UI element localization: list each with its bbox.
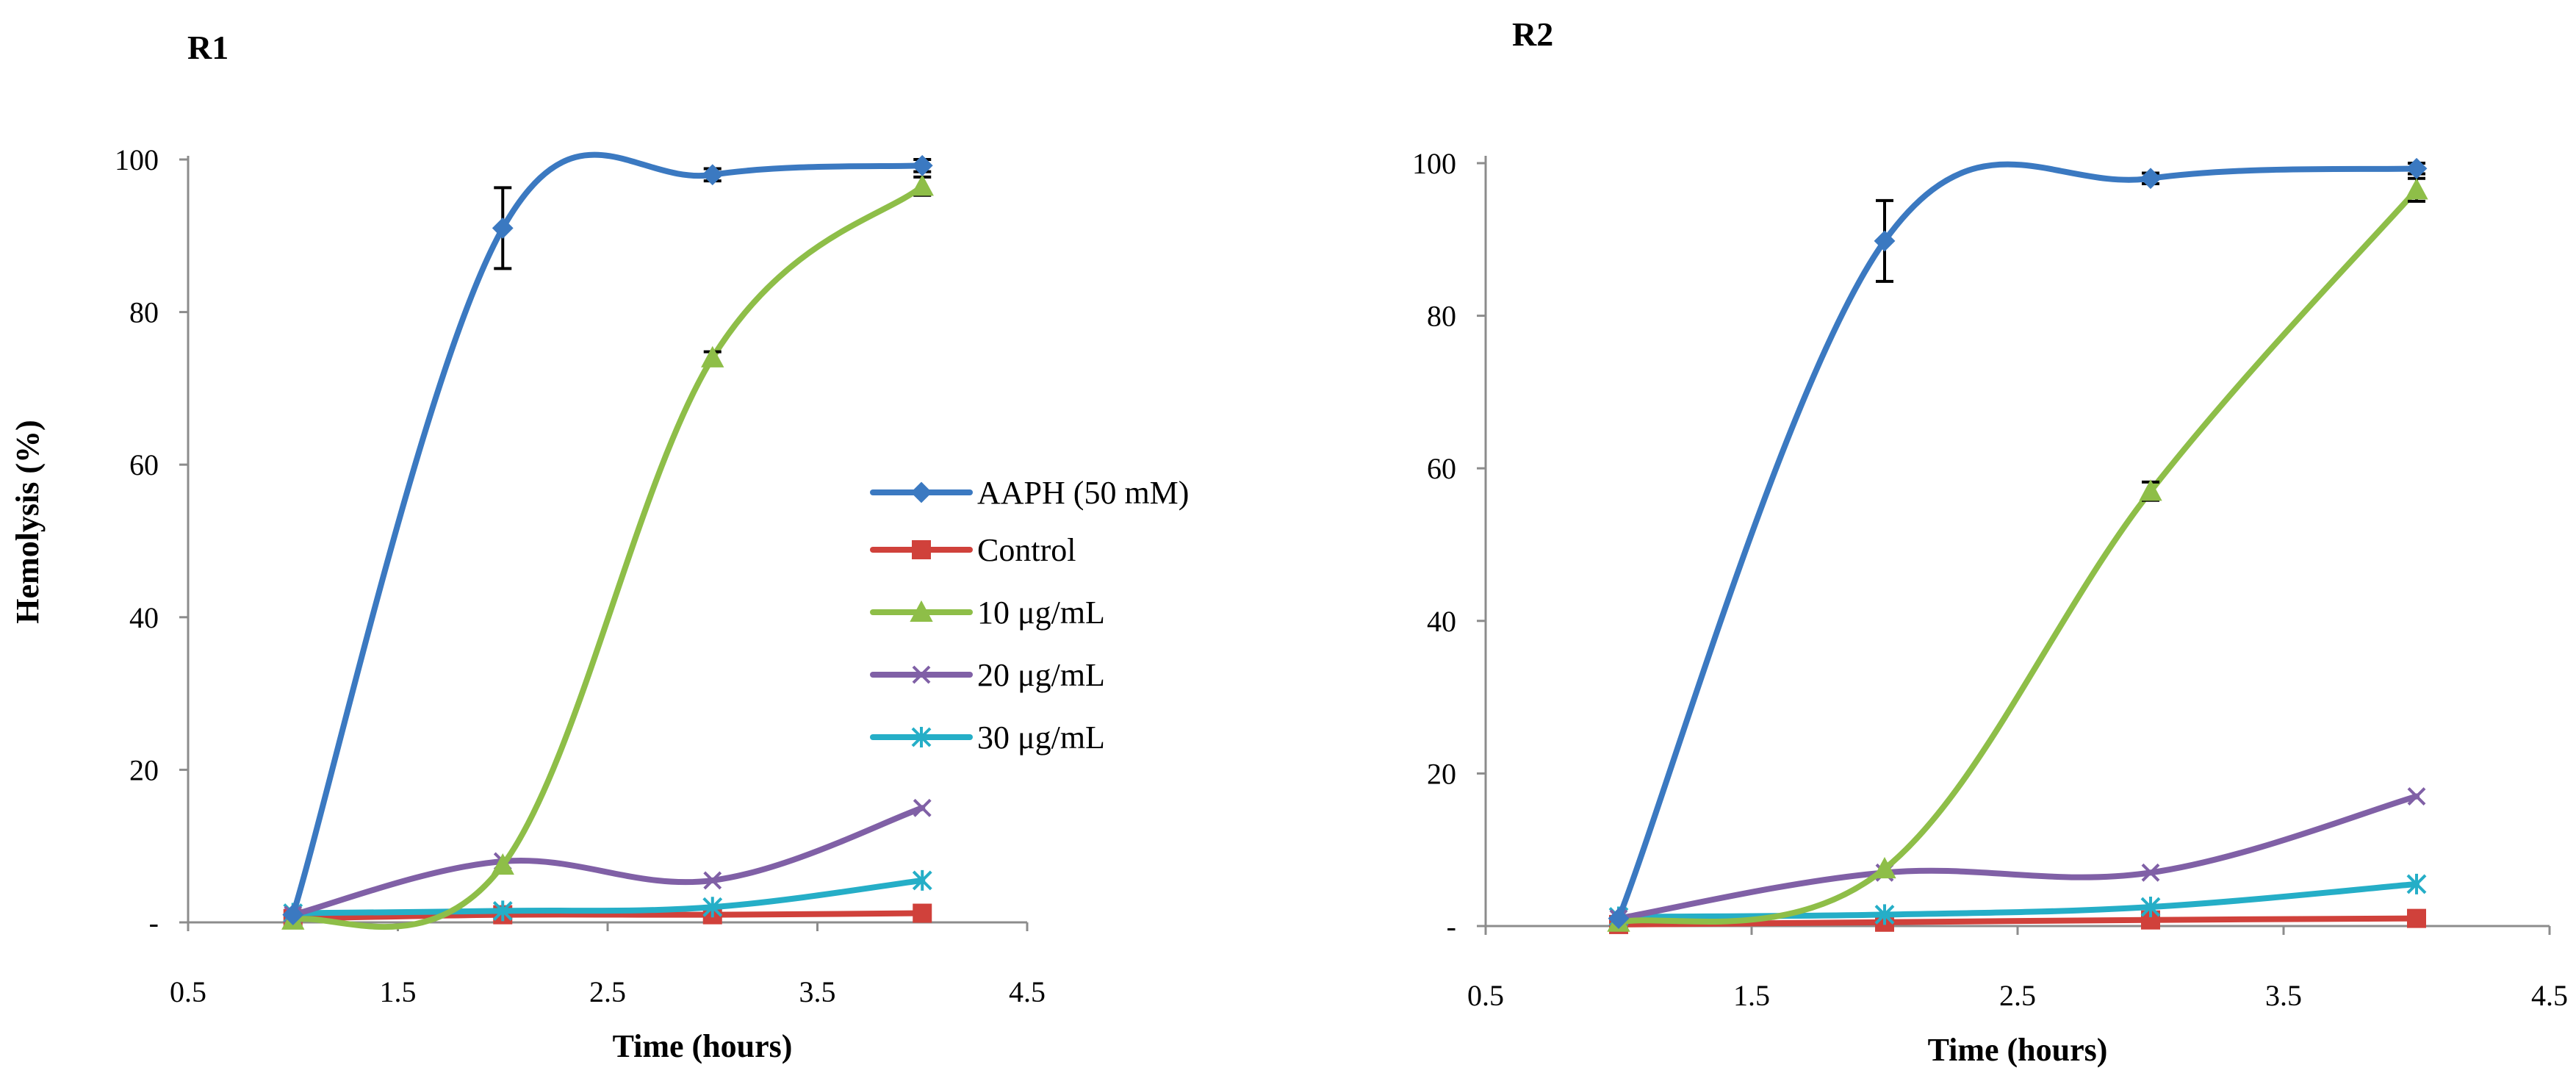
- x-axis-title: Time (hours): [1928, 1032, 2108, 1068]
- y-ticks: - 20 40 60 80 100: [115, 143, 188, 939]
- legend-item-30ug: 30 μg/mL: [870, 720, 1105, 756]
- data-point-aaph: [1608, 908, 1630, 930]
- data-point-c20: [2141, 863, 2160, 882]
- data-point-c30: [912, 869, 932, 891]
- legend-marker-control: [912, 540, 931, 559]
- series-line-aaph: [1616, 161, 2420, 922]
- legend: AAPH (50 mM) Control 10 μg/mL 20 μg/mL 3: [870, 475, 1189, 756]
- legend-item-20ug: 20 μg/mL: [870, 657, 1105, 693]
- y-tick-label: 20: [129, 753, 159, 786]
- y-tick-label: 80: [129, 296, 159, 329]
- y-ticks: - 20 40 60 80 100: [1412, 147, 1486, 943]
- series-line-c20: [289, 805, 926, 918]
- series-line-c20: [1616, 793, 2420, 922]
- y-tick-label: -: [149, 906, 159, 939]
- series-aaph: [282, 151, 933, 926]
- series-line-c30: [289, 877, 926, 916]
- x-tick-label: 0.5: [1467, 979, 1504, 1012]
- data-point-c10: [2139, 479, 2162, 501]
- y-tick-label: 60: [1427, 452, 1456, 485]
- y-tick-label: 40: [1427, 605, 1456, 638]
- data-point-c10: [1873, 857, 1896, 879]
- x-tick-label: 3.5: [799, 975, 836, 1008]
- legend-marker-shape: [912, 540, 931, 559]
- series-line-c10: [289, 183, 926, 930]
- legend-label-10ug: 10 μg/mL: [977, 595, 1105, 631]
- legend-item-control: Control: [870, 532, 1076, 568]
- data-point-aaph: [702, 164, 724, 186]
- chart-panel-r2: R2 - 20 40 60 80 100 0.5 1.5 2.5 3.5 4.5 Time (ho…: [1412, 15, 2568, 1068]
- data-point-c10: [2405, 178, 2428, 200]
- data-point-aaph: [1874, 230, 1896, 252]
- series-line-control: [289, 910, 926, 922]
- x-ticks: 0.5 1.5 2.5 3.5 4.5: [1467, 926, 2568, 1012]
- x-tick-label: 2.5: [589, 975, 626, 1008]
- legend-marker-shape: [912, 665, 931, 684]
- legend-label-control: Control: [977, 532, 1076, 568]
- y-tick-label: 100: [115, 143, 159, 176]
- legend-marker-shape: [910, 600, 933, 622]
- data-point-c20: [2407, 787, 2426, 806]
- data-point-c10: [910, 174, 934, 196]
- data-point-aaph: [282, 904, 304, 926]
- data-point-aaph: [911, 154, 933, 176]
- legend-label-20ug: 20 μg/mL: [977, 657, 1105, 693]
- data-point-c30: [1874, 904, 1895, 925]
- y-tick-label: 40: [129, 601, 159, 634]
- y-tick-label: 80: [1427, 300, 1456, 333]
- legend-item-10ug: 10 μg/mL: [870, 595, 1105, 631]
- data-point-aaph: [492, 218, 514, 239]
- legend-marker-shape: [910, 481, 932, 503]
- x-tick-label: 4.5: [2531, 979, 2568, 1012]
- y-tick-label: 100: [1412, 147, 1456, 180]
- series-layer: [1607, 157, 2428, 934]
- y-tick-label: -: [1447, 910, 1456, 943]
- series-line-aaph: [289, 151, 926, 918]
- series-line-c10: [1616, 187, 2420, 925]
- legend-label-aaph: AAPH (50 mM): [977, 475, 1189, 511]
- series-aaph: [1608, 157, 2428, 930]
- legend-label-30ug: 30 μg/mL: [977, 720, 1105, 756]
- data-point-c20: [703, 871, 722, 890]
- data-point-aaph: [2140, 168, 2162, 190]
- x-tick-label: 0.5: [170, 975, 206, 1008]
- data-point-c30: [702, 897, 723, 918]
- y-tick-label: 20: [1427, 757, 1456, 790]
- legend-marker-aaph: [910, 481, 932, 503]
- x-tick-label: 3.5: [2265, 979, 2302, 1012]
- series-c10: [281, 174, 934, 930]
- series-c20: [284, 798, 932, 925]
- series-c20: [1609, 787, 2426, 928]
- data-point-c30: [492, 900, 513, 922]
- x-tick-label: 1.5: [1733, 979, 1770, 1012]
- panel-label-r1: R1: [187, 29, 229, 66]
- legend-item-aaph: AAPH (50 mM): [870, 475, 1189, 511]
- series-c10: [1607, 176, 2428, 932]
- data-point-c10: [491, 853, 514, 875]
- data-point-c10: [701, 345, 724, 367]
- x-tick-label: 1.5: [380, 975, 417, 1008]
- legend-marker-20ug: [912, 665, 931, 684]
- series-layer: [281, 151, 934, 930]
- series-line-c30: [1616, 880, 2420, 920]
- data-point-c30: [2140, 897, 2161, 918]
- data-point-control: [2407, 908, 2426, 928]
- panel-label-r2: R2: [1512, 15, 1553, 53]
- chart-panel-r1: R1 - 20 40 60 80 100 0.5 1.5 2.5 3.5 4.5 Time (ho…: [115, 29, 1189, 1064]
- data-point-aaph: [2406, 157, 2428, 179]
- x-axis-title: Time (hours): [613, 1028, 793, 1064]
- x-tick-label: 4.5: [1009, 975, 1046, 1008]
- data-point-c20: [913, 798, 932, 817]
- y-axis-title: Hemolysis (%): [10, 420, 46, 623]
- x-tick-label: 2.5: [1999, 979, 2036, 1012]
- x-ticks: 0.5 1.5 2.5 3.5 4.5: [170, 922, 1046, 1008]
- data-point-control: [913, 903, 932, 923]
- legend-marker-shape: [911, 727, 932, 747]
- legend-marker-30ug: [911, 727, 932, 747]
- y-tick-label: 60: [129, 448, 159, 481]
- legend-marker-10ug: [910, 600, 933, 622]
- data-point-c30: [2406, 873, 2427, 894]
